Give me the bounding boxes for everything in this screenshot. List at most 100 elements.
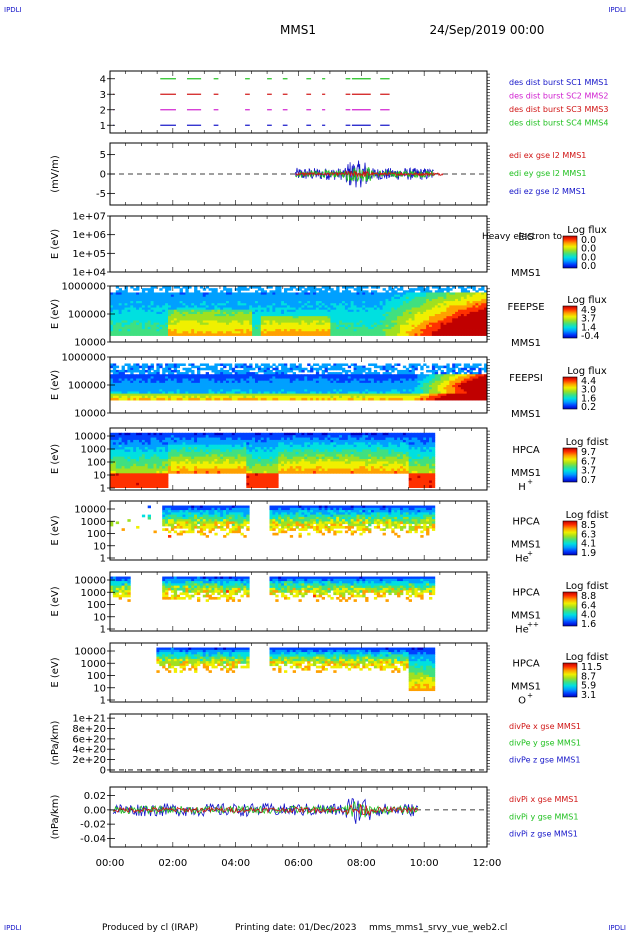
spectro-cell: [208, 329, 212, 332]
spectro-cell: [205, 320, 209, 324]
spectro-cell: [405, 387, 410, 390]
spectro-cell: [342, 329, 346, 332]
spectro-cell: [321, 296, 325, 300]
spectro-cell: [336, 389, 340, 392]
spectro-cell: [211, 333, 215, 336]
spectro-cell: [310, 382, 314, 386]
spectro-cell: [368, 367, 372, 371]
spectro-cell: [342, 314, 346, 317]
spectro-cell: [458, 286, 462, 289]
spectro-cell: [469, 303, 473, 306]
spectro-cell: [266, 298, 270, 302]
spectro-cell: [301, 292, 305, 296]
spectro-cell: [362, 316, 366, 319]
spectro-cell: [240, 288, 244, 291]
spectro-cell: [226, 318, 230, 321]
spectro-cell: [255, 307, 259, 311]
spectro-cell: [205, 329, 209, 332]
spectro-cell: [365, 378, 369, 382]
spectro-cell: [307, 303, 311, 306]
spectro-cell: [289, 331, 294, 334]
spectro-cell: [440, 292, 444, 296]
spectro-cell: [382, 380, 386, 384]
spectro-cell: [240, 365, 244, 369]
spectro-cell: [440, 369, 444, 373]
spectrogram: [110, 286, 487, 336]
spectro-cell: [469, 314, 473, 317]
spectro-cell: [240, 395, 244, 399]
spectro-cell: [182, 331, 186, 334]
spectro-cell: [284, 296, 288, 300]
spectro-cell: [165, 296, 169, 300]
spectro-cell: [330, 305, 334, 308]
spectro-cell: [365, 294, 369, 298]
spectro-cell: [266, 376, 270, 379]
spectro-cell: [165, 365, 169, 369]
spectro-cell: [133, 329, 137, 332]
spectro-cell: [397, 314, 401, 317]
spectro-cell: [420, 307, 424, 311]
spectro-cell: [295, 303, 299, 306]
spectro-cell: [150, 301, 154, 304]
spectro-cell: [437, 318, 441, 321]
spectro-cell: [211, 329, 215, 332]
spectro-cell: [365, 389, 369, 392]
spectro-cell: [220, 303, 224, 306]
spectro-cell: [342, 389, 346, 392]
spectro-cell: [202, 391, 207, 395]
spectro-cell: [156, 301, 160, 304]
spectro-cell: [284, 333, 288, 336]
spectro-cell: [275, 376, 279, 379]
spectro-cell: [231, 369, 236, 373]
spectro-cell: [336, 305, 340, 308]
spectro-cell: [405, 292, 410, 296]
spectro-cell: [429, 292, 433, 296]
spectro-cell: [228, 311, 233, 315]
spectro-cell: [376, 380, 381, 384]
spectro-cell: [289, 286, 294, 289]
spectro-cell: [336, 316, 340, 319]
spectro-cell: [368, 382, 372, 386]
spectro-cell: [275, 385, 279, 388]
spectro-cell: [420, 322, 424, 326]
spectro-cell: [339, 331, 343, 334]
spectro-cell: [228, 395, 233, 399]
spectro-cell: [150, 387, 154, 390]
spectro-cell: [231, 333, 236, 336]
spectro-cell: [165, 385, 169, 388]
spectro-cell: [197, 387, 201, 390]
spectro-cell: [278, 294, 282, 298]
spectro-cell: [434, 311, 439, 315]
spectro-cell: [382, 324, 386, 328]
spectro-cell: [110, 309, 114, 313]
spectro-cell: [420, 292, 424, 296]
spectro-cell: [269, 389, 273, 392]
spectro-cell: [292, 363, 296, 367]
spectro-cell: [165, 378, 169, 382]
spectro-cell: [292, 311, 296, 315]
spectro-cell: [318, 378, 323, 382]
spectro-cell: [234, 329, 238, 332]
spectro-cell: [469, 298, 473, 302]
spectro-cell: [330, 331, 334, 334]
spectro-cell: [153, 393, 157, 397]
spectro-cell: [484, 298, 487, 302]
spectro-cell: [344, 326, 349, 330]
spectro-cell: [208, 311, 212, 315]
spectro-cell: [278, 296, 282, 300]
spectro-cell: [220, 391, 224, 395]
spectro-cell: [373, 294, 378, 298]
spectro-cell: [347, 292, 352, 296]
spectro-cell: [141, 307, 146, 311]
spectro-cell: [400, 369, 404, 373]
spectro-cell: [362, 320, 366, 324]
spectro-cell: [394, 326, 398, 330]
spectro-cell: [141, 331, 146, 334]
spectro-cell: [260, 333, 265, 336]
spectro-cell: [359, 391, 363, 395]
spectro-cell: [301, 322, 305, 326]
spectro-cell: [156, 378, 160, 382]
spectro-cell: [365, 374, 369, 377]
spectro-cell: [121, 369, 125, 373]
spectro-cell: [211, 305, 215, 308]
